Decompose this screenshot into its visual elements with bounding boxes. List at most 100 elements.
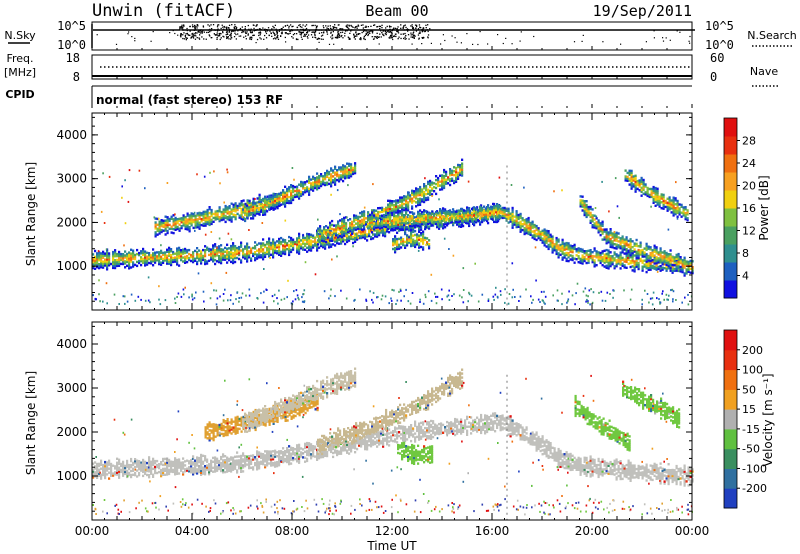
nsky-point bbox=[202, 26, 205, 28]
nsky-point bbox=[347, 36, 349, 38]
nsky-point bbox=[419, 32, 421, 34]
nsky-point bbox=[427, 36, 429, 38]
nsky-point bbox=[376, 26, 379, 28]
nsky-point bbox=[365, 33, 367, 36]
nsky-point bbox=[662, 40, 665, 42]
nsky-point bbox=[391, 34, 393, 36]
power-colorbar-swatch bbox=[724, 280, 737, 299]
nsky-point bbox=[365, 32, 367, 35]
nsky-point bbox=[620, 43, 622, 45]
nsky-point bbox=[275, 31, 278, 33]
nsky-point bbox=[413, 31, 415, 33]
nsky-point bbox=[275, 38, 277, 40]
nsky-point bbox=[220, 37, 222, 39]
nsky-point bbox=[208, 34, 210, 36]
nsky-point bbox=[380, 30, 382, 32]
nsky-point bbox=[296, 29, 299, 31]
nsky-point bbox=[323, 27, 325, 29]
nsky-point bbox=[184, 35, 186, 37]
nsky-point bbox=[362, 24, 364, 26]
nsky-point bbox=[241, 30, 243, 32]
nsky-point bbox=[376, 35, 378, 38]
nsky-point bbox=[364, 34, 366, 37]
nsky-tick-high: 10^5 bbox=[57, 19, 86, 33]
nsky-point bbox=[376, 32, 378, 34]
nsky-point bbox=[497, 34, 499, 36]
power-ytick-label: 2000 bbox=[56, 215, 87, 229]
nsky-point bbox=[331, 35, 333, 37]
nsky-point bbox=[256, 24, 258, 27]
nsky-point bbox=[316, 38, 318, 40]
nsky-point bbox=[217, 28, 219, 30]
nsky-point bbox=[265, 29, 268, 31]
nsky-point bbox=[96, 34, 98, 36]
nsky-point bbox=[419, 31, 421, 33]
velocity-echo-band bbox=[317, 368, 464, 456]
nsky-point bbox=[429, 28, 431, 30]
nsky-point bbox=[382, 34, 384, 36]
nsky-point bbox=[277, 36, 279, 39]
nsky-point bbox=[454, 37, 456, 39]
nsky-point bbox=[230, 38, 232, 40]
nsky-point bbox=[688, 40, 690, 42]
nsky-point bbox=[402, 27, 404, 30]
nsky-point bbox=[357, 33, 360, 35]
nsky-point bbox=[226, 26, 228, 28]
nsky-point bbox=[216, 30, 219, 32]
nsky-point bbox=[360, 37, 362, 39]
nsky-point bbox=[412, 36, 414, 38]
nsky-point bbox=[381, 32, 383, 34]
nsky-point bbox=[337, 31, 339, 33]
nsky-point bbox=[233, 27, 235, 29]
nsky-point bbox=[451, 35, 453, 37]
nsky-point bbox=[284, 25, 286, 27]
nsky-point bbox=[359, 33, 361, 35]
nsky-point bbox=[281, 31, 283, 33]
nsky-point bbox=[180, 36, 182, 38]
nsky-point bbox=[206, 31, 208, 34]
power-echo-band bbox=[579, 195, 682, 272]
nsky-point bbox=[189, 34, 191, 36]
nsky-point bbox=[193, 25, 195, 28]
nsky-point bbox=[183, 38, 186, 40]
nsky-point bbox=[285, 41, 287, 43]
x-tick-label: 00:00 bbox=[675, 524, 710, 538]
nsky-point bbox=[355, 26, 357, 28]
nsky-point bbox=[256, 38, 259, 41]
nsky-point bbox=[360, 24, 363, 26]
nsky-point bbox=[203, 38, 205, 40]
nave-tick-low: 0 bbox=[710, 70, 717, 84]
nsky-point bbox=[365, 25, 367, 27]
nsky-tick-low: 10^0 bbox=[57, 38, 86, 52]
velocity-colorbar-swatch bbox=[724, 468, 737, 489]
nsky-point bbox=[247, 34, 249, 36]
nsky-point bbox=[198, 30, 200, 32]
nsky-point bbox=[346, 24, 348, 26]
nsky-point bbox=[169, 32, 171, 34]
nsky-point bbox=[226, 37, 228, 39]
nsky-point bbox=[379, 25, 382, 28]
nsky-point bbox=[351, 29, 353, 31]
nsky-point bbox=[348, 37, 350, 39]
nsky-point bbox=[285, 32, 287, 35]
nsky-point bbox=[405, 26, 407, 29]
nsky-point bbox=[353, 33, 355, 35]
power-colorbar-tick: 20 bbox=[742, 180, 756, 193]
velocity-colorbar-tick: 200 bbox=[742, 344, 763, 357]
nsky-point bbox=[314, 30, 317, 32]
nsky-point bbox=[248, 28, 250, 30]
nsky-point bbox=[222, 31, 224, 34]
nsky-point bbox=[370, 25, 372, 27]
nsky-point bbox=[280, 32, 283, 34]
nsky-point bbox=[231, 30, 233, 33]
nsky-point bbox=[337, 31, 340, 33]
nsky-point bbox=[393, 35, 395, 37]
nsky-point bbox=[323, 31, 325, 33]
nsky-point bbox=[378, 25, 380, 27]
nsky-point bbox=[315, 29, 317, 31]
nsky-point bbox=[325, 29, 328, 31]
freq-tick-high: 18 bbox=[66, 51, 80, 65]
nsky-point bbox=[318, 29, 320, 31]
nsky-point bbox=[186, 29, 188, 32]
velocity-colorbar-tick: 100 bbox=[742, 364, 763, 377]
